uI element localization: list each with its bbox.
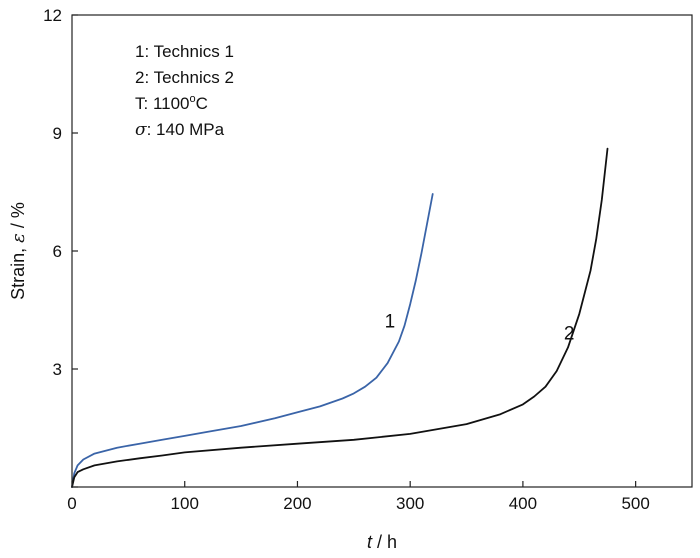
curve-label-1: 1 [385, 312, 396, 333]
legend-line: 2: Technics 2 [135, 68, 234, 87]
x-tick-label: 100 [171, 494, 199, 513]
series-1-line [71, 193, 434, 488]
legend-line: 1: Technics 1 [135, 42, 234, 61]
x-tick-label: 400 [509, 494, 537, 513]
series-2-line [71, 147, 609, 488]
axis-titles: t / h Strain, ε / % [8, 202, 397, 552]
x-tick-label: 0 [67, 494, 76, 513]
curve-labels: 12 [385, 312, 575, 345]
x-axis-title: t / h [367, 532, 397, 552]
y-tick-label: 6 [53, 242, 62, 261]
legend-line: σ: 140 MPa [135, 120, 225, 140]
y-tick-label: 9 [53, 124, 62, 143]
legend-line: T: 1100oC [135, 93, 208, 113]
y-tick-label: 3 [53, 360, 62, 379]
curve-label-2: 2 [564, 324, 575, 345]
x-tick-label: 500 [621, 494, 649, 513]
y-axis-title: Strain, ε / % [8, 202, 29, 300]
x-tick-label: 300 [396, 494, 424, 513]
legend: 1: Technics 1 2: Technics 2 T: 1100oC σ: 14… [135, 42, 234, 140]
x-tick-label: 200 [283, 494, 311, 513]
y-tick-label: 12 [43, 6, 62, 25]
plot-area [71, 147, 609, 488]
